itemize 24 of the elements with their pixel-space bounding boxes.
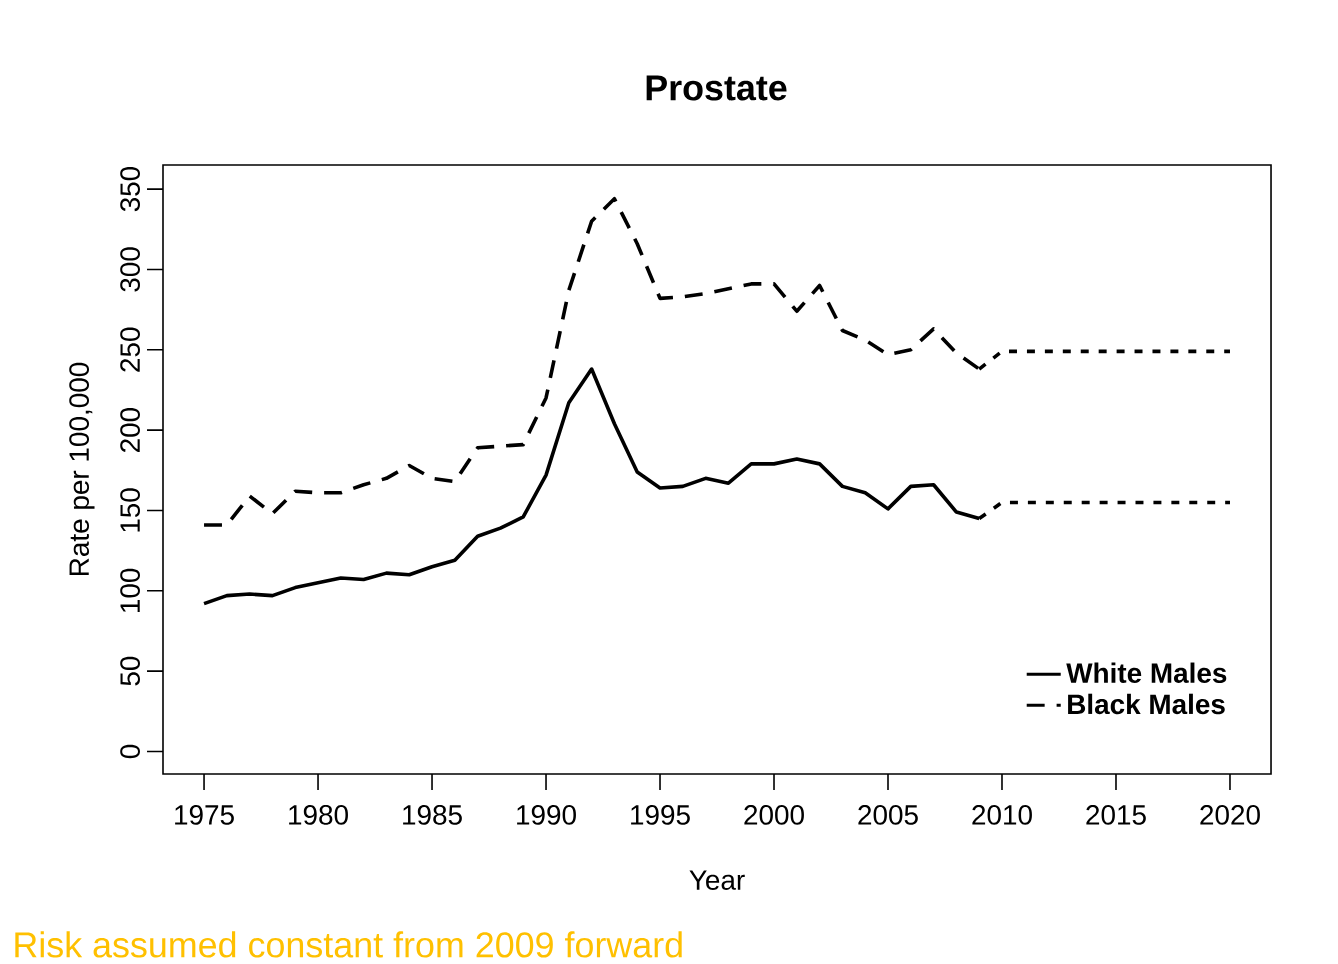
y-axis-title: Rate per 100,000 xyxy=(69,362,95,575)
x-tick-label: 2015 xyxy=(1086,805,1146,825)
y-tick-label: 50 xyxy=(120,656,140,686)
y-tick-label: 250 xyxy=(120,327,140,372)
y-tick-label: 0 xyxy=(120,744,140,759)
legend-label: White Males xyxy=(1066,662,1227,684)
y-tick-label: 150 xyxy=(120,488,140,532)
x-tick-label: 2020 xyxy=(1200,805,1260,825)
x-tick-label: 1985 xyxy=(403,805,462,825)
x-tick-label: 2005 xyxy=(858,805,918,825)
text: Risk assumed constant from 2009 forward xyxy=(15,931,682,958)
y-tick-label: 100 xyxy=(120,568,140,612)
x-tick-label: 1980 xyxy=(289,805,348,825)
x-axis-title: Year xyxy=(689,870,745,890)
chart-title: Prostate xyxy=(646,75,787,101)
x-tick-label: 2010 xyxy=(972,805,1032,825)
x-tick-label: 2000 xyxy=(744,805,804,825)
x-tick-label: 1975 xyxy=(175,805,234,825)
y-tick-label: 350 xyxy=(120,166,140,212)
y-tick-label: 300 xyxy=(120,247,140,292)
x-tick-label: 1995 xyxy=(631,805,690,825)
y-tick-label: 200 xyxy=(120,407,140,452)
legend-label: Black Males xyxy=(1068,693,1225,715)
x-tick-label: 1990 xyxy=(517,805,576,825)
